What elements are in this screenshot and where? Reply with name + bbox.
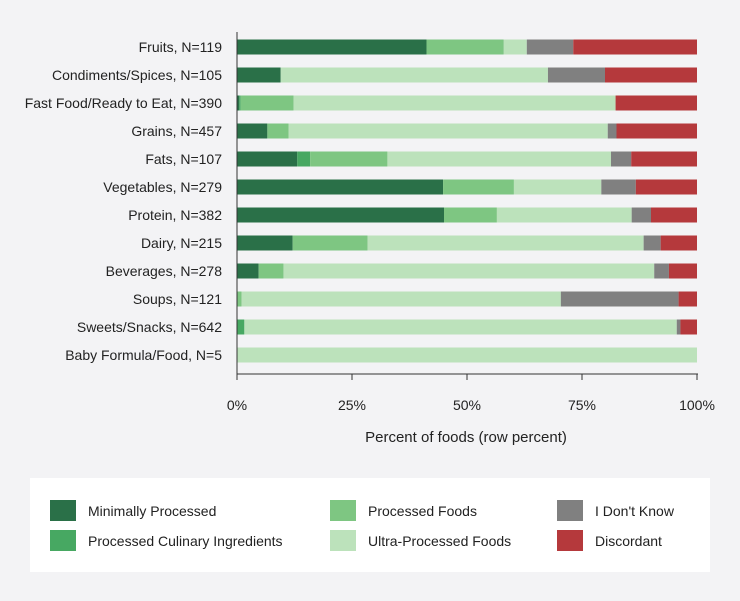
- bar-fast-food-ready-to-eat-n-390-processed-foods: [240, 95, 294, 111]
- category-label: Beverages, N=278: [106, 263, 223, 279]
- bar-fast-food-ready-to-eat-n-390-ultra-processed-foods: [293, 95, 616, 111]
- bar-protein-n-382-ultra-processed-foods: [496, 207, 632, 223]
- category-label: Soups, N=121: [133, 291, 222, 307]
- bar-sweets-snacks-n-642-ultra-processed-foods: [244, 319, 677, 335]
- bar-grains-n-457-minimally-processed: [237, 123, 268, 139]
- legend-item-ultra-processed-foods: Ultra-Processed Foods: [330, 530, 511, 551]
- bar-beverages-n-278-discordant: [668, 263, 697, 279]
- bar-fats-n-107-discordant: [631, 151, 697, 167]
- bar-vegetables-n-279-ultra-processed-foods: [513, 179, 602, 195]
- bar-beverages-n-278-i-don-t-know: [654, 263, 669, 279]
- category-label: Grains, N=457: [131, 123, 222, 139]
- bar-fats-n-107-processed-foods: [310, 151, 388, 167]
- legend-label: Processed Culinary Ingredients: [88, 532, 283, 549]
- bar-fats-n-107-ultra-processed-foods: [387, 151, 611, 167]
- bar-sweets-snacks-n-642-processed-culinary-ingredients: [237, 319, 245, 335]
- stacked-bar-chart: Fruits, N=119 Condiments/Spices, N=105 Fas…: [25, 32, 715, 446]
- legend-swatch: [557, 500, 583, 521]
- bar-fast-food-ready-to-eat-n-390-discordant: [615, 95, 697, 111]
- bar-grains-n-457-processed-foods: [267, 123, 289, 139]
- bar-grains-n-457-discordant: [616, 123, 697, 139]
- category-label: Condiments/Spices, N=105: [52, 67, 222, 83]
- legend-item-discordant: Discordant: [557, 530, 662, 551]
- x-tick-label: 100%: [679, 397, 715, 413]
- bar-dairy-n-215-i-don-t-know: [643, 235, 661, 251]
- legend-item-minimally-processed: Minimally Processed: [50, 500, 216, 521]
- bar-fats-n-107-minimally-processed: [237, 151, 298, 167]
- legend-item-processed-foods: Processed Foods: [330, 500, 477, 521]
- category-label: Fast Food/Ready to Eat, N=390: [25, 95, 222, 111]
- x-tick-label: 0%: [227, 397, 247, 413]
- bar-vegetables-n-279-discordant: [635, 179, 697, 195]
- category-label: Fruits, N=119: [139, 39, 223, 55]
- bar-soups-n-121-ultra-processed-foods: [241, 291, 561, 307]
- x-axis-ticks: 0% 25% 50% 75% 100%: [227, 374, 715, 413]
- category-label: Vegetables, N=279: [103, 179, 222, 195]
- bar-baby-formula-food-n-5-ultra-processed-foods: [237, 347, 697, 363]
- legend-swatch: [50, 500, 76, 521]
- bar-condiments-spices-n-105-minimally-processed: [237, 67, 281, 83]
- bar-fruits-n-119-ultra-processed-foods: [503, 39, 527, 55]
- bar-beverages-n-278-minimally-processed: [237, 263, 259, 279]
- bar-vegetables-n-279-minimally-processed: [237, 179, 444, 195]
- bar-fats-n-107-processed-culinary-ingredients: [297, 151, 311, 167]
- x-tick-label: 25%: [338, 397, 366, 413]
- bar-condiments-spices-n-105-i-don-t-know: [547, 67, 605, 83]
- bar-dairy-n-215-processed-foods: [292, 235, 368, 251]
- legend-label: Processed Foods: [368, 502, 477, 519]
- bar-protein-n-382-minimally-processed: [237, 207, 444, 223]
- bar-sweets-snacks-n-642-i-don-t-know: [676, 319, 681, 335]
- bar-fruits-n-119-discordant: [573, 39, 697, 55]
- category-label: Protein, N=382: [128, 207, 222, 223]
- bar-condiments-spices-n-105-discordant: [605, 67, 697, 83]
- bar-grains-n-457-ultra-processed-foods: [288, 123, 608, 139]
- category-labels: Fruits, N=119 Condiments/Spices, N=105 Fas…: [25, 39, 222, 363]
- bar-fast-food-ready-to-eat-n-390-minimally-processed: [237, 95, 240, 111]
- legend-swatch: [330, 530, 356, 551]
- bar-soups-n-121-discordant: [678, 291, 697, 307]
- bar-fruits-n-119-minimally-processed: [237, 39, 427, 55]
- bar-beverages-n-278-ultra-processed-foods: [283, 263, 655, 279]
- legend-swatch: [557, 530, 583, 551]
- legend-item-i-dont-know: I Don't Know: [557, 500, 674, 521]
- bar-sweets-snacks-n-642-discordant: [680, 319, 697, 335]
- x-tick-label: 75%: [568, 397, 596, 413]
- bar-fats-n-107-i-don-t-know: [610, 151, 632, 167]
- bar-dairy-n-215-discordant: [660, 235, 697, 251]
- bar-beverages-n-278-processed-foods: [258, 263, 284, 279]
- bar-soups-n-121-i-don-t-know: [560, 291, 679, 307]
- bar-fast-food-ready-to-eat-n-390-processed-culinary-ingredients: [239, 95, 241, 111]
- bar-soups-n-121-processed-foods: [237, 291, 242, 307]
- legend-label: Ultra-Processed Foods: [368, 532, 512, 549]
- legend: Minimally Processed Processed Culinary I…: [30, 478, 710, 572]
- bar-vegetables-n-279-i-don-t-know: [601, 179, 636, 195]
- bar-dairy-n-215-ultra-processed-foods: [367, 235, 644, 251]
- bar-protein-n-382-i-don-t-know: [631, 207, 651, 223]
- legend-swatch: [330, 500, 356, 521]
- legend-label: Discordant: [595, 532, 662, 549]
- category-label: Baby Formula/Food, N=5: [65, 347, 222, 363]
- category-label: Sweets/Snacks, N=642: [77, 319, 222, 335]
- bar-protein-n-382-processed-foods: [444, 207, 497, 223]
- x-axis-title: Percent of foods (row percent): [365, 429, 567, 446]
- bar-fruits-n-119-i-don-t-know: [526, 39, 574, 55]
- bar-fruits-n-119-processed-foods: [426, 39, 504, 55]
- bar-dairy-n-215-minimally-processed: [237, 235, 293, 251]
- legend-label: Minimally Processed: [88, 502, 217, 519]
- legend-item-processed-culinary-ingredients: Processed Culinary Ingredients: [50, 530, 283, 551]
- legend-label: I Don't Know: [595, 502, 674, 519]
- bar-condiments-spices-n-105-ultra-processed-foods: [280, 67, 548, 83]
- x-tick-label: 50%: [453, 397, 481, 413]
- category-label: Dairy, N=215: [141, 235, 222, 251]
- bar-vegetables-n-279-processed-foods: [443, 179, 514, 195]
- bars-group: [237, 39, 697, 363]
- legend-swatch: [50, 530, 76, 551]
- category-label: Fats, N=107: [145, 151, 222, 167]
- bar-protein-n-382-discordant: [651, 207, 697, 223]
- bar-grains-n-457-i-don-t-know: [607, 123, 617, 139]
